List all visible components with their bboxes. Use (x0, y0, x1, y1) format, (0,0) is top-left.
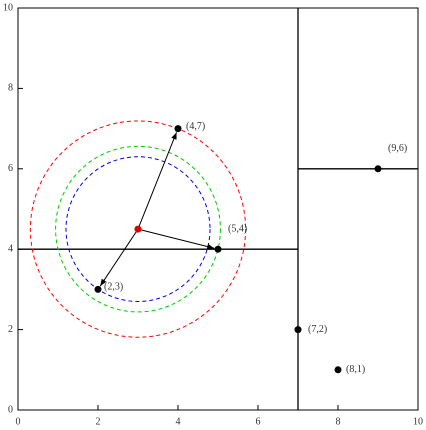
point-label: (4,7) (186, 121, 205, 132)
search-circle (65, 156, 211, 302)
search-arrow (137, 132, 177, 230)
data-point (374, 165, 382, 173)
point-label: (8,1) (346, 364, 365, 375)
x-tick-label: 0 (16, 416, 21, 427)
y-tick-label: 8 (8, 83, 13, 94)
y-tick-label: 4 (8, 243, 13, 254)
plot-frame (17, 7, 419, 411)
search-circle (29, 120, 247, 338)
search-arrow (99, 228, 139, 287)
x-tick-label: 2 (96, 416, 101, 427)
y-tick-label: 10 (3, 2, 13, 13)
search-circle (55, 145, 221, 313)
x-tick-label: 8 (336, 416, 341, 427)
point-label: (2,3) (104, 282, 123, 293)
y-tick-label: 6 (8, 163, 13, 174)
query-point (134, 225, 142, 233)
x-tick-label: 6 (256, 416, 261, 427)
point-label: (5,4) (228, 223, 247, 234)
search-arrow (137, 228, 215, 250)
data-point (294, 326, 302, 334)
data-point (174, 125, 182, 133)
data-point (334, 366, 342, 374)
data-point (94, 285, 102, 293)
point-label: (9,6) (388, 143, 407, 154)
y-tick-label: 0 (8, 404, 13, 415)
point-label: (7,2) (308, 324, 327, 335)
x-tick-label: 10 (413, 416, 423, 427)
y-tick-label: 2 (8, 324, 13, 335)
data-point (214, 245, 222, 253)
x-tick-label: 4 (176, 416, 181, 427)
